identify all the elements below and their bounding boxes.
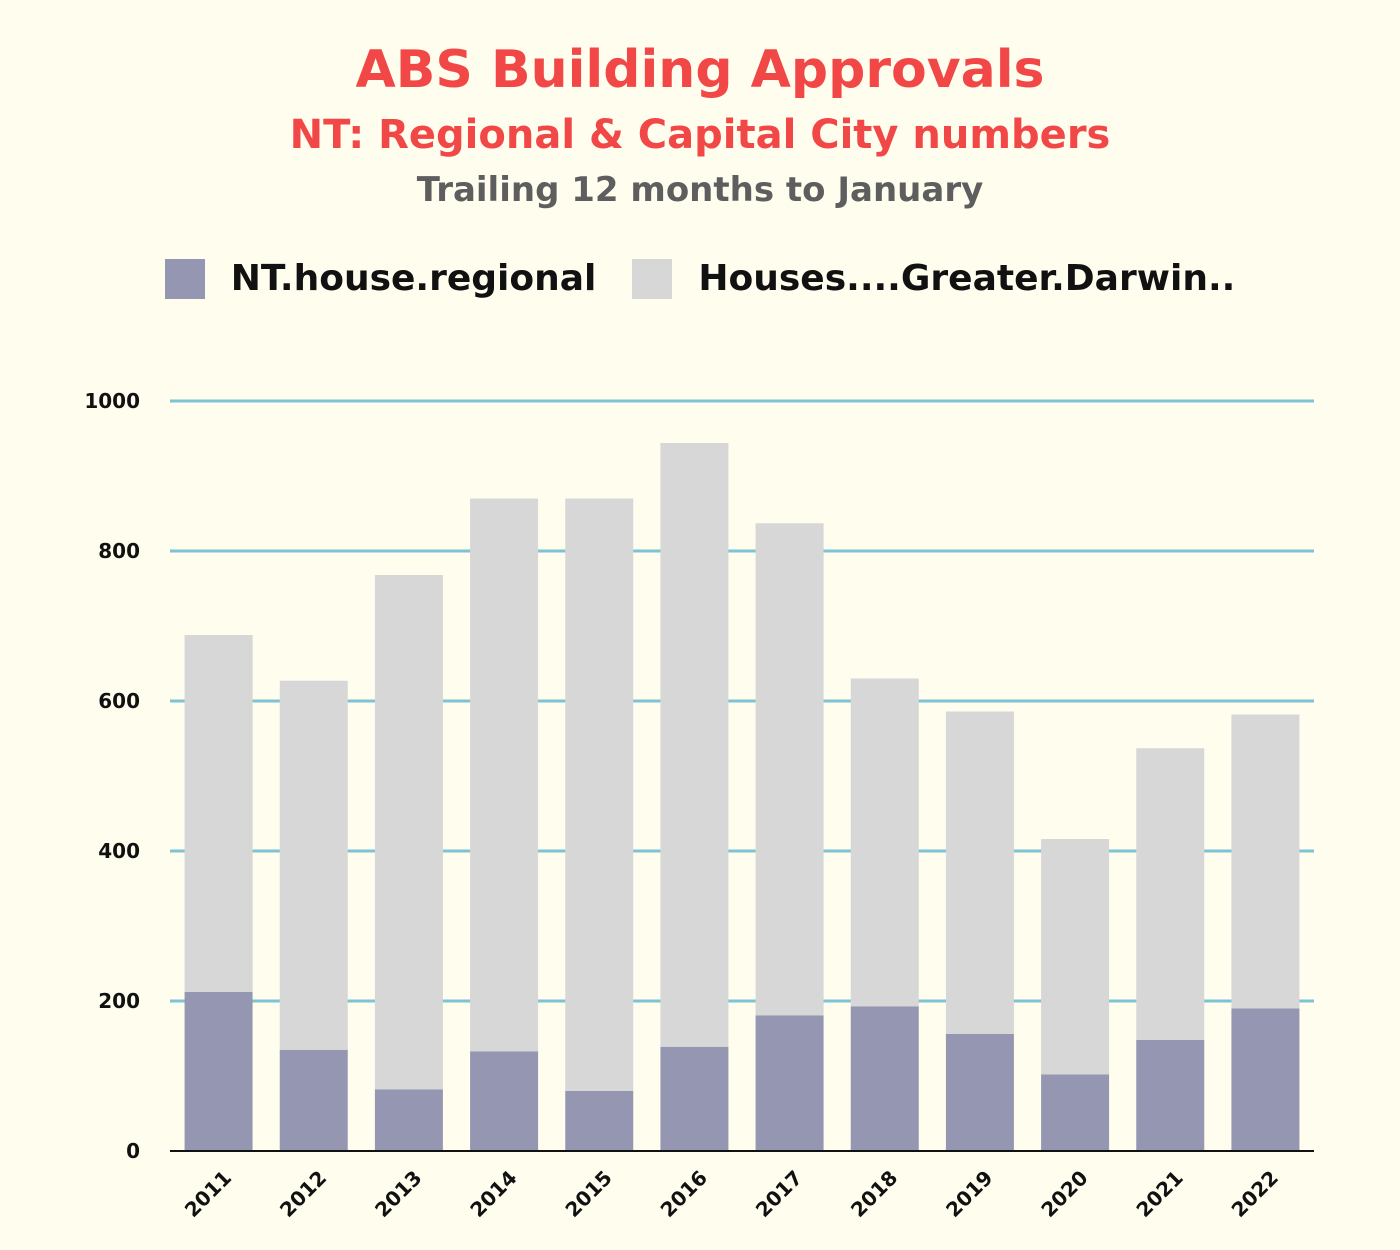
x-tick-label-2013: 2013 bbox=[370, 1166, 426, 1222]
x-tick-label-2017: 2017 bbox=[751, 1166, 807, 1222]
bar-darwin-2020 bbox=[1041, 839, 1110, 1075]
bar-darwin-2016 bbox=[660, 443, 729, 1047]
x-tick-label-2014: 2014 bbox=[465, 1166, 521, 1222]
legend-swatch-regional bbox=[164, 258, 205, 299]
bar-darwin-2021 bbox=[1136, 748, 1205, 1040]
bar-darwin-2019 bbox=[945, 711, 1014, 1034]
bar-regional-2013 bbox=[374, 1089, 443, 1151]
chart-subtitle-period: Trailing 12 months to January bbox=[416, 170, 984, 210]
bar-darwin-2014 bbox=[470, 498, 539, 1052]
y-tick-label-600: 600 bbox=[98, 689, 140, 713]
x-tick-label-2019: 2019 bbox=[941, 1166, 997, 1222]
bar-darwin-2011 bbox=[184, 635, 253, 992]
x-tick-label-2011: 2011 bbox=[180, 1166, 236, 1222]
bar-darwin-2018 bbox=[850, 678, 919, 1007]
bar-darwin-2022 bbox=[1231, 714, 1300, 1009]
y-tick-label-1000: 1000 bbox=[84, 389, 140, 413]
bar-darwin-2012 bbox=[279, 680, 348, 1050]
x-tick-label-2015: 2015 bbox=[560, 1166, 616, 1222]
bar-regional-2020 bbox=[1041, 1074, 1110, 1151]
bar-regional-2021 bbox=[1136, 1040, 1205, 1151]
bar-regional-2011 bbox=[184, 992, 253, 1151]
legend-item-darwin: Houses....Greater.Darwin.. bbox=[632, 258, 1235, 299]
x-tick-label-2020: 2020 bbox=[1036, 1166, 1092, 1222]
y-tick-label-400: 400 bbox=[98, 839, 140, 863]
x-tick-label-2021: 2021 bbox=[1131, 1166, 1187, 1222]
y-tick-label-200: 200 bbox=[98, 989, 140, 1013]
y-tick-label-800: 800 bbox=[98, 539, 140, 563]
bar-regional-2017 bbox=[755, 1015, 824, 1151]
bar-regional-2014 bbox=[470, 1051, 539, 1151]
legend-label-regional: NT.house.regional bbox=[230, 258, 597, 299]
x-tick-label-2018: 2018 bbox=[846, 1166, 902, 1222]
legend-swatch-darwin bbox=[632, 258, 673, 299]
legend: NT.house.regional Houses....Greater.Darw… bbox=[0, 258, 1400, 299]
x-tick-label-2022: 2022 bbox=[1227, 1166, 1283, 1222]
chart-title: ABS Building Approvals bbox=[355, 40, 1045, 100]
legend-item-regional: NT.house.regional bbox=[164, 258, 597, 299]
x-tick-label-2016: 2016 bbox=[656, 1166, 712, 1222]
bar-regional-2015 bbox=[565, 1091, 634, 1151]
y-tick-label-0: 0 bbox=[126, 1139, 140, 1163]
bar-regional-2016 bbox=[660, 1046, 729, 1151]
bar-regional-2022 bbox=[1231, 1008, 1300, 1151]
bar-regional-2018 bbox=[850, 1006, 919, 1151]
x-tick-label-2012: 2012 bbox=[275, 1166, 331, 1222]
bar-darwin-2013 bbox=[374, 575, 443, 1090]
bar-darwin-2017 bbox=[755, 523, 824, 1016]
bar-regional-2019 bbox=[945, 1034, 1014, 1151]
bar-regional-2012 bbox=[279, 1049, 348, 1151]
chart-subtitle: NT: Regional & Capital City numbers bbox=[289, 112, 1111, 158]
bar-darwin-2015 bbox=[565, 498, 634, 1091]
legend-label-darwin: Houses....Greater.Darwin.. bbox=[698, 258, 1236, 299]
